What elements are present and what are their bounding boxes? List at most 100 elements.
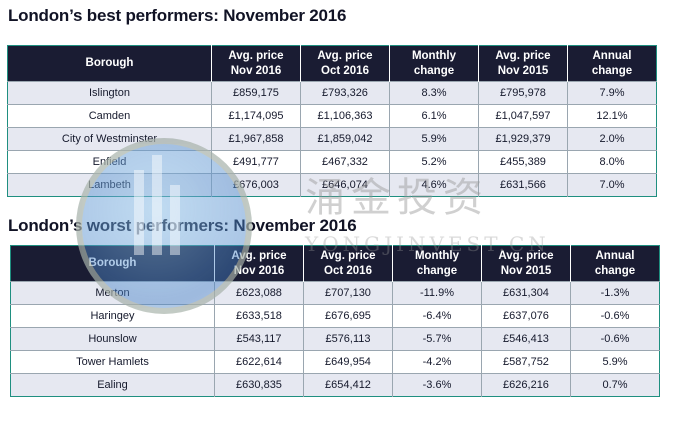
column-header: Monthly change — [392, 245, 482, 282]
column-header-text: Nov 2015 — [500, 264, 552, 277]
value-cell: £633,518 — [214, 304, 304, 328]
value-cell: £795,978 — [478, 81, 568, 105]
value-cell: 8.0% — [567, 150, 657, 174]
value-cell: £491,777 — [211, 150, 301, 174]
value-cell: £649,954 — [303, 350, 393, 374]
table-row: City of Westminster £1,967,858 £1,859,042 5… — [7, 127, 657, 151]
column-header: Monthly change — [389, 45, 479, 82]
value-cell: -0.6% — [570, 327, 660, 351]
value-cell: £1,929,379 — [478, 127, 568, 151]
value-cell: 8.3% — [389, 81, 479, 105]
borough-cell: Merton — [10, 281, 215, 305]
value-cell: £587,752 — [481, 350, 571, 374]
value-cell: 5.9% — [389, 127, 479, 151]
borough-cell: Lambeth — [7, 173, 212, 197]
worst-performers-table: Borough Avg. price Nov 2016 Avg. price Oct 2… — [10, 245, 660, 397]
column-header-text: Avg. price — [320, 249, 376, 262]
header-row: Borough Avg. price Nov 2016 Avg. price Oct 2… — [7, 45, 657, 82]
column-header-text: Avg. price — [317, 49, 373, 62]
value-cell: £626,216 — [481, 373, 571, 397]
column-header-text: change — [416, 264, 458, 277]
value-cell: £630,835 — [214, 373, 304, 397]
value-cell: -4.2% — [392, 350, 482, 374]
value-cell: £467,332 — [300, 150, 390, 174]
column-header-text: Nov 2016 — [230, 64, 282, 77]
value-cell: £1,047,597 — [478, 104, 568, 128]
value-cell: 5.2% — [389, 150, 479, 174]
column-header-text: Borough — [85, 57, 134, 69]
table-row: Hounslow £543,117 £576,113 -5.7% £546,413 -0.… — [10, 327, 660, 351]
column-header-text: Monthly — [414, 249, 460, 262]
table-row: Haringey £633,518 £676,695 -6.4% £637,076 -0.… — [10, 304, 660, 328]
value-cell: 2.0% — [567, 127, 657, 151]
column-header-text: Nov 2016 — [233, 264, 285, 277]
column-header: Avg. price Oct 2016 — [303, 245, 393, 282]
column-header: Avg. price Nov 2015 — [481, 245, 571, 282]
column-header: Borough — [7, 45, 212, 82]
table-row: Islington £859,175 £793,326 8.3% £795,978 7.9… — [7, 81, 657, 105]
value-cell: 7.9% — [567, 81, 657, 105]
value-cell: -3.6% — [392, 373, 482, 397]
column-header-text: Annual — [595, 249, 635, 262]
column-header-text: Avg. price — [495, 49, 551, 62]
column-header-text: Oct 2016 — [324, 264, 372, 277]
column-header-text: Oct 2016 — [321, 64, 369, 77]
value-cell: 4.6% — [389, 173, 479, 197]
value-cell: £1,859,042 — [300, 127, 390, 151]
value-cell: £676,003 — [211, 173, 301, 197]
best-performers-title: London’s best performers: November 2016 — [8, 6, 347, 25]
value-cell: £543,117 — [214, 327, 304, 351]
value-cell: 5.9% — [570, 350, 660, 374]
borough-cell: Hounslow — [10, 327, 215, 351]
borough-cell: Enfield — [7, 150, 212, 174]
borough-cell: Ealing — [10, 373, 215, 397]
table-row: Ealing £630,835 £654,412 -3.6% £626,216 0.7% — [10, 373, 660, 397]
value-cell: £1,967,858 — [211, 127, 301, 151]
value-cell: £646,074 — [300, 173, 390, 197]
column-header: Avg. price Nov 2016 — [214, 245, 304, 282]
column-header: Avg. price Oct 2016 — [300, 45, 390, 82]
table-row: Enfield £491,777 £467,332 5.2% £455,389 8.0% — [7, 150, 657, 174]
borough-cell: Islington — [7, 81, 212, 105]
value-cell: £1,106,363 — [300, 104, 390, 128]
column-header-text: change — [594, 264, 636, 277]
value-cell: 6.1% — [389, 104, 479, 128]
value-cell: -6.4% — [392, 304, 482, 328]
value-cell: £707,130 — [303, 281, 393, 305]
value-cell: £676,695 — [303, 304, 393, 328]
column-header: Annual change — [567, 45, 657, 82]
value-cell: £546,413 — [481, 327, 571, 351]
column-header-text: Nov 2015 — [497, 64, 549, 77]
column-header-text: Borough — [88, 257, 137, 269]
table-row: Lambeth £676,003 £646,074 4.6% £631,566 7.0% — [7, 173, 657, 197]
column-header-text: Monthly — [411, 49, 457, 62]
best-performers-table: Borough Avg. price Nov 2016 Avg. price Oct 2… — [7, 45, 657, 197]
value-cell: £631,566 — [478, 173, 568, 197]
column-header: Borough — [10, 245, 215, 282]
value-cell: £455,389 — [478, 150, 568, 174]
column-header: Avg. price Nov 2016 — [211, 45, 301, 82]
value-cell: 12.1% — [567, 104, 657, 128]
column-header-text: change — [591, 64, 633, 77]
value-cell: £631,304 — [481, 281, 571, 305]
column-header: Avg. price Nov 2015 — [478, 45, 568, 82]
borough-cell: Tower Hamlets — [10, 350, 215, 374]
table-row: Merton £623,088 £707,130 -11.9% £631,304 -1.3… — [10, 281, 660, 305]
worst-performers-title: London’s worst performers: November 2016 — [8, 216, 357, 235]
header-row: Borough Avg. price Nov 2016 Avg. price Oct 2… — [10, 245, 660, 282]
column-header-text: Avg. price — [231, 249, 287, 262]
borough-cell: Haringey — [10, 304, 215, 328]
borough-cell: Camden — [7, 104, 212, 128]
borough-cell: City of Westminster — [7, 127, 212, 151]
value-cell: £793,326 — [300, 81, 390, 105]
table-row: Camden £1,174,095 £1,106,363 6.1% £1,047,597… — [7, 104, 657, 128]
column-header: Annual change — [570, 245, 660, 282]
value-cell: 0.7% — [570, 373, 660, 397]
value-cell: -0.6% — [570, 304, 660, 328]
value-cell: £576,113 — [303, 327, 393, 351]
value-cell: £859,175 — [211, 81, 301, 105]
table-row: Tower Hamlets £622,614 £649,954 -4.2% £587,7… — [10, 350, 660, 374]
value-cell: £1,174,095 — [211, 104, 301, 128]
value-cell: £622,614 — [214, 350, 304, 374]
value-cell: -11.9% — [392, 281, 482, 305]
